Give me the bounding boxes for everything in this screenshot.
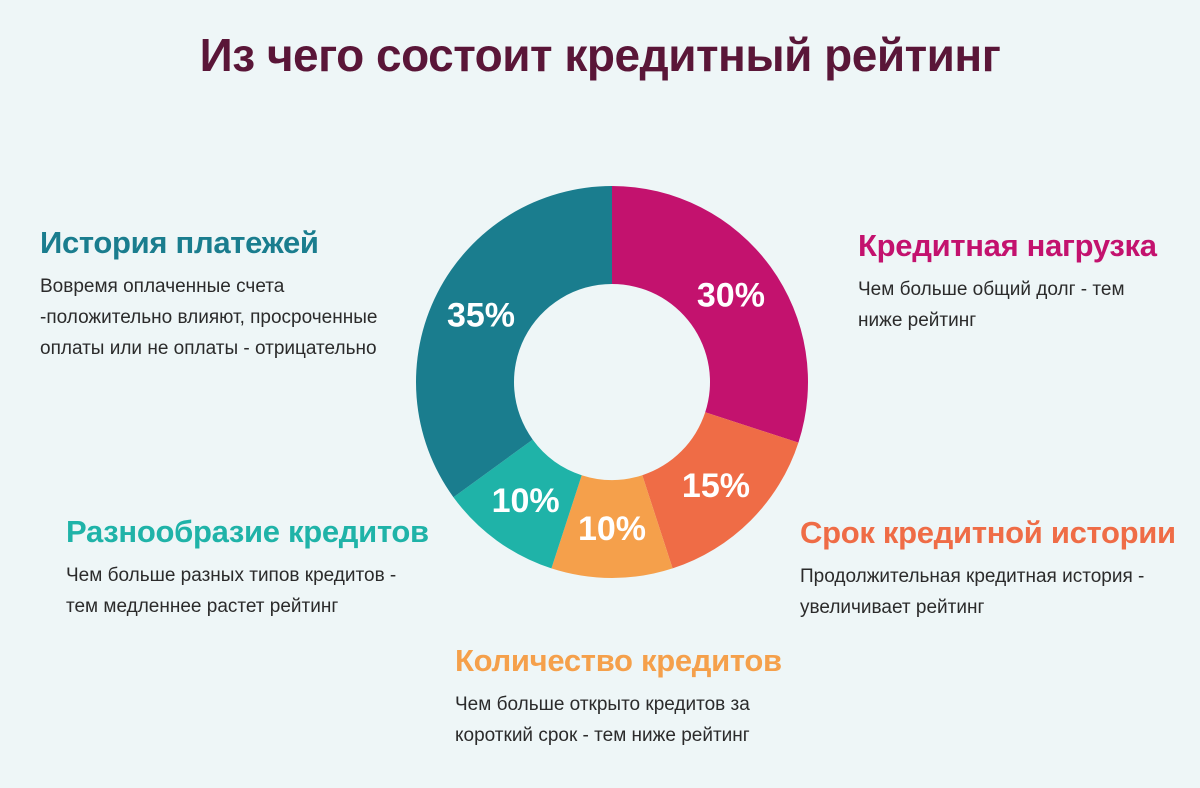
slice-percent-label: 10% xyxy=(578,510,646,548)
count-line: Чем больше открыто кредитов за xyxy=(455,694,750,715)
diversity-line: Чем больше разных типов кредитов - xyxy=(66,565,397,586)
donut-slice xyxy=(453,439,582,569)
history-line: Вовремя оплаченные счета xyxy=(40,276,285,297)
slice-percent-label: 35% xyxy=(447,296,515,334)
donut-slice xyxy=(642,412,799,569)
diversity-line: тем медленнее растет рейтинг xyxy=(66,596,339,617)
load-line: Чем больше общий долг - тем xyxy=(858,279,1125,300)
donut-slice xyxy=(612,186,808,443)
history-line: -положительно влияют, просроченные xyxy=(40,307,378,328)
load-heading: Кредитная нагрузка xyxy=(858,228,1157,263)
load-line: ниже рейтинг xyxy=(858,310,977,331)
history-line: оплаты или не оплаты - отрицательно xyxy=(40,338,377,359)
donut-slice xyxy=(551,475,673,578)
history-block: История платежей Вовремя оплаченные счет… xyxy=(40,225,420,364)
donut-labels: 30% 15% 10% 10% 35% xyxy=(447,277,765,548)
term-line: Продолжительная кредитная история - xyxy=(800,566,1145,587)
count-heading: Количество кредитов xyxy=(455,643,782,678)
load-text: Чем больше общий долг - тем ниже рейтинг xyxy=(858,274,1188,336)
donut-slice xyxy=(415,186,612,498)
diversity-block: Разнообразие кредитов Чем больше разных … xyxy=(66,514,446,622)
count-line: короткий срок - тем ниже рейтинг xyxy=(455,725,750,746)
history-text: Вовремя оплаченные счета -положительно в… xyxy=(40,271,420,364)
count-text: Чем больше открыто кредитов за короткий … xyxy=(455,689,795,751)
term-text: Продолжительная кредитная история - увел… xyxy=(800,561,1190,623)
history-heading: История платежей xyxy=(40,225,319,260)
diversity-heading: Разнообразие кредитов xyxy=(66,514,429,549)
term-block: Срок кредитной истории Продолжительная к… xyxy=(800,515,1190,623)
term-heading: Срок кредитной истории xyxy=(800,515,1176,550)
diversity-text: Чем больше разных типов кредитов - тем м… xyxy=(66,560,446,622)
count-block: Количество кредитов Чем больше открыто к… xyxy=(455,643,795,751)
load-block: Кредитная нагрузка Чем больше общий долг… xyxy=(858,228,1188,336)
slice-percent-label: 15% xyxy=(682,467,750,505)
term-line: увеличивает рейтинг xyxy=(800,597,985,618)
slice-percent-label: 30% xyxy=(697,277,765,315)
donut-slices xyxy=(415,186,808,578)
slice-percent-label: 10% xyxy=(492,482,560,520)
page-title: Из чего состоит кредитный рейтинг xyxy=(199,29,1001,81)
